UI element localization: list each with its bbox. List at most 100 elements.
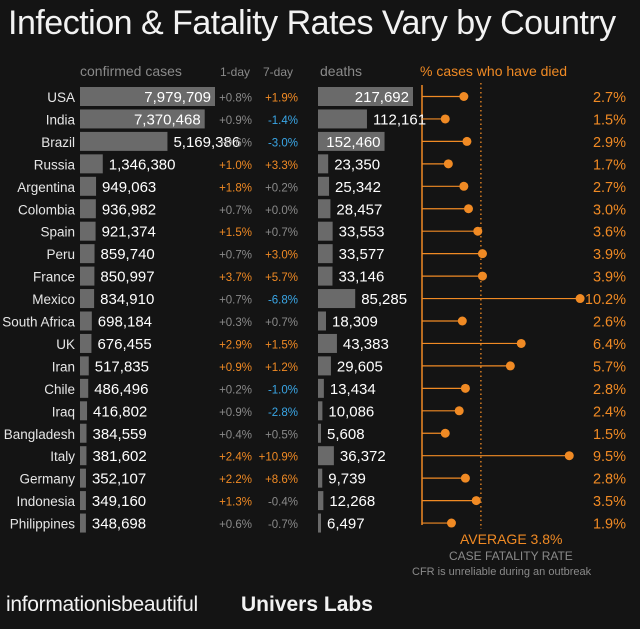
- change-1-day: +0.3%: [219, 317, 252, 329]
- cases-value-label: 949,063: [102, 179, 156, 196]
- cases-bar: [80, 154, 103, 174]
- change-1-day: +1.8%: [219, 182, 252, 194]
- change-1-day: +1.3%: [219, 497, 252, 509]
- deaths-bar: [318, 311, 326, 331]
- deaths-bar: [318, 176, 330, 196]
- deaths-bar: [318, 87, 413, 106]
- deaths-bar: [318, 244, 333, 264]
- change-1-day: +1.0%: [219, 160, 252, 172]
- country-label: Bangladesh: [4, 427, 75, 442]
- deaths-bar: [318, 446, 334, 466]
- deaths-bar: [318, 199, 331, 219]
- cfr-value-label: 2.7%: [593, 90, 626, 106]
- country-label: Chile: [44, 382, 75, 397]
- deaths-value-label: 29,605: [337, 358, 383, 375]
- cfr-value-label: 2.6%: [593, 315, 626, 331]
- change-7-day: +10.9%: [259, 452, 298, 464]
- country-label: South Africa: [2, 315, 75, 330]
- cfr-point: [473, 226, 483, 236]
- change-1-day: +0.8%: [219, 93, 252, 105]
- cfr-value-label: 5.7%: [593, 359, 626, 375]
- footer-brand-iib: informationisbeautiful: [6, 593, 198, 616]
- deaths-value-label: 28,457: [336, 201, 382, 218]
- deaths-value-label: 23,350: [334, 156, 380, 173]
- change-7-day: +1.2%: [265, 362, 298, 374]
- cfr-point: [477, 249, 487, 259]
- cases-value-label: 7,979,709: [144, 89, 211, 106]
- deaths-bar: [318, 491, 324, 511]
- cfr-value-label: 1.5%: [593, 112, 626, 128]
- cfr-value-label: 3.9%: [593, 247, 626, 263]
- cases-value-label: 348,698: [92, 516, 146, 533]
- cfr-value-label: 2.8%: [593, 382, 626, 398]
- cases-value-label: 7,370,468: [134, 111, 201, 128]
- change-1-day: +2.9%: [219, 339, 252, 351]
- deaths-value-label: 13,434: [330, 381, 376, 398]
- country-label: Germany: [19, 472, 75, 487]
- cases-value-label: 384,559: [93, 426, 147, 443]
- deaths-value-label: 33,577: [339, 246, 385, 263]
- country-label: Iran: [52, 359, 75, 374]
- header-deaths: deaths: [320, 63, 363, 79]
- cases-bar: [80, 491, 86, 511]
- average-subtitle: CASE FATALITY RATE: [449, 549, 573, 563]
- cases-bar: [80, 199, 96, 219]
- cases-value-label: 1,346,380: [109, 156, 176, 173]
- cases-bar: [80, 378, 89, 398]
- deaths-bar: [318, 289, 356, 309]
- deaths-value-label: 43,383: [343, 336, 389, 353]
- header-cfr: % cases who have died: [420, 63, 568, 79]
- change-7-day: +0.0%: [265, 205, 298, 217]
- cases-bar: [80, 401, 88, 421]
- cfr-point: [460, 383, 470, 393]
- cfr-value-label: 2.8%: [593, 472, 626, 488]
- change-7-day: +3.3%: [265, 160, 298, 172]
- cfr-point: [457, 316, 467, 326]
- cfr-point: [464, 204, 473, 214]
- cases-value-label: 517,835: [95, 358, 149, 375]
- cases-value-label: 834,910: [100, 291, 154, 308]
- cases-value-label: 381,602: [92, 448, 146, 465]
- cases-value-label: 850,997: [100, 269, 154, 286]
- cases-value-label: 676,455: [97, 336, 151, 353]
- country-label: France: [33, 270, 75, 285]
- cfr-value-label: 3.5%: [593, 494, 626, 510]
- cfr-value-label: 10.2%: [585, 292, 626, 308]
- change-1-day: +0.9%: [219, 407, 252, 419]
- cases-value-label: 5,169,386: [173, 134, 240, 151]
- average-note: CFR is unreliable during an outbreak: [412, 566, 592, 578]
- cases-bar: [80, 356, 89, 376]
- cfr-point: [516, 338, 526, 348]
- deaths-value-label: 6,497: [327, 516, 365, 533]
- cfr-value-label: 3.9%: [593, 270, 626, 286]
- deaths-value-label: 12,268: [329, 493, 375, 510]
- cases-value-label: 921,374: [102, 224, 156, 241]
- country-label: Spain: [40, 225, 75, 240]
- cfr-value-label: 2.9%: [593, 135, 626, 151]
- cfr-value-label: 2.4%: [593, 404, 626, 420]
- cfr-point: [462, 136, 472, 146]
- cases-bar: [80, 513, 86, 533]
- deaths-value-label: 5,608: [327, 426, 365, 443]
- cases-bar: [80, 423, 87, 443]
- deaths-value-label: 33,553: [339, 224, 385, 241]
- country-label: Colombia: [18, 202, 76, 217]
- change-7-day: -1.0%: [268, 384, 298, 396]
- change-1-day: +0.6%: [219, 519, 252, 531]
- country-label: Indonesia: [16, 494, 75, 509]
- change-7-day: -3.0%: [268, 137, 298, 149]
- cfr-point: [460, 473, 470, 483]
- cfr-value-label: 6.4%: [593, 337, 626, 353]
- cases-bar: [80, 131, 168, 151]
- cases-value-label: 486,496: [94, 381, 148, 398]
- change-7-day: -2.8%: [268, 407, 298, 419]
- deaths-bar: [318, 221, 333, 241]
- deaths-bar: [318, 468, 323, 488]
- deaths-bar: [318, 423, 321, 443]
- cfr-point: [564, 451, 574, 461]
- deaths-value-label: 217,692: [355, 89, 409, 106]
- country-label: USA: [47, 90, 75, 105]
- change-7-day: -0.7%: [268, 519, 298, 531]
- cases-bar: [80, 446, 87, 466]
- deaths-bar: [318, 356, 331, 376]
